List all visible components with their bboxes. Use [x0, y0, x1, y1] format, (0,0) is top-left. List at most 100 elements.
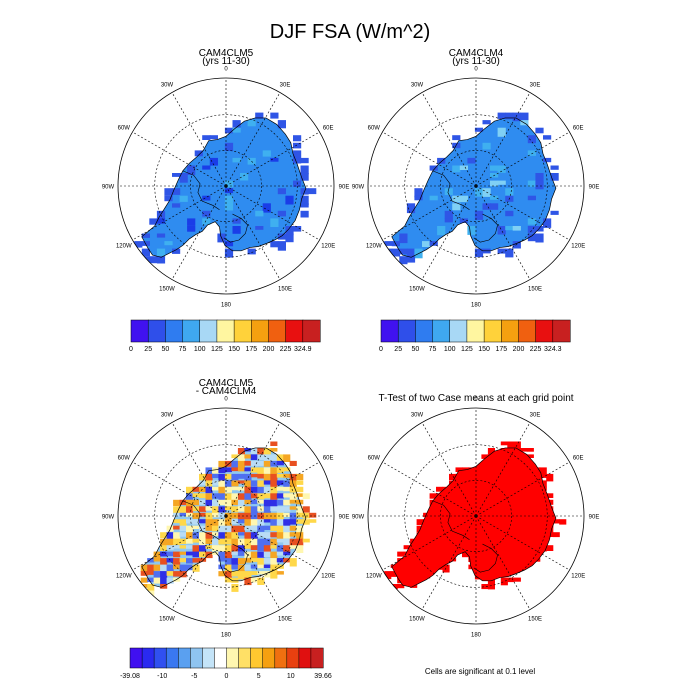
grid-cell [423, 545, 431, 553]
grid-cell [481, 525, 489, 530]
grid-cell [444, 218, 453, 223]
grid-cell [231, 473, 239, 482]
grid-cell [293, 150, 302, 159]
panel-4-title: T-Test of two Case means at each grid po… [378, 393, 573, 404]
grid-cell [468, 467, 476, 474]
grid-cell [300, 157, 309, 164]
grid-cell [482, 188, 491, 197]
grid-cell [520, 506, 528, 514]
ice-shelf-line [182, 500, 220, 541]
longitude-label: 60E [573, 126, 584, 132]
grid-cell [263, 512, 271, 520]
grid-cell [141, 241, 150, 246]
grid-cell [494, 493, 502, 502]
grid-cell [186, 558, 194, 564]
grid-cell [285, 233, 294, 243]
grid-cell [263, 525, 271, 530]
grid-cell [140, 584, 148, 588]
grid-cell [520, 512, 528, 517]
grid-cell [520, 460, 528, 467]
grid-cell [160, 538, 168, 547]
grid-cell [255, 112, 264, 119]
longitude-label: 60W [368, 126, 381, 132]
grid-cell [231, 480, 239, 487]
grid-cell [500, 564, 508, 571]
grid-cell [527, 233, 536, 242]
grid-cell [237, 454, 245, 462]
grid-cell [173, 571, 181, 577]
grid-cell [442, 519, 450, 527]
latitude-circle [190, 480, 262, 552]
grid-cell [186, 499, 194, 507]
grid-cell [237, 538, 245, 546]
meridian-line [475, 185, 531, 280]
grid-cell [468, 512, 476, 520]
grid-cell [497, 180, 506, 185]
grid-cell [507, 519, 515, 528]
grid-cell [429, 532, 437, 539]
grid-cell [429, 493, 437, 499]
grid-cell [533, 545, 541, 552]
grid-cell [224, 538, 232, 545]
grid-cell [231, 467, 239, 472]
grid-cell [276, 551, 284, 556]
grid-cell [423, 525, 431, 534]
graticule [118, 408, 334, 624]
grid-cell [205, 499, 213, 506]
grid-cell [270, 480, 278, 488]
grid-cell [153, 577, 161, 584]
grid-cell [270, 112, 279, 119]
grid-cell [244, 467, 252, 472]
grid-cell [543, 135, 552, 140]
grid-cell [255, 226, 264, 230]
colorbar-tick-label: 10 [287, 673, 295, 680]
grid-cell [212, 512, 220, 518]
meridian-line [171, 185, 227, 280]
grid-cell [474, 506, 482, 515]
grid-cell [257, 577, 265, 585]
colorbar-tick-label: 324.3 [544, 346, 562, 353]
grid-cell [172, 188, 181, 195]
grid-cell [218, 558, 226, 562]
grid-cell [244, 454, 252, 459]
colorbar-tick-label: 0 [129, 346, 133, 353]
meridian-line [171, 422, 227, 517]
grid-cell [500, 506, 508, 513]
grid-cell [507, 558, 515, 565]
grid-cell [276, 532, 284, 540]
grid-cell [166, 545, 174, 550]
colorbar-tick-label: 100 [444, 346, 456, 353]
grid-cell [546, 473, 554, 482]
grid-cell [455, 506, 463, 513]
longitude-label: 0 [224, 67, 228, 73]
grid-cell [403, 558, 411, 566]
grid-cell [494, 525, 502, 534]
grid-cell [205, 506, 213, 511]
grid-cell [487, 480, 495, 486]
grid-cell [546, 512, 554, 518]
colorbar-swatch [518, 319, 537, 343]
grid-cell [250, 506, 258, 515]
grid-cell [494, 460, 502, 466]
colorbar-swatch [274, 647, 288, 669]
grid-cell [500, 493, 508, 498]
grid-cell [444, 210, 453, 219]
grid-cell [422, 241, 431, 247]
grid-cell [192, 538, 200, 543]
grid-cell [289, 545, 297, 549]
grid-cell [487, 473, 495, 480]
colorbar-tick-label: 150 [228, 346, 240, 353]
grid-cell [539, 525, 547, 533]
grid-cell [526, 551, 534, 560]
grid-cell [141, 233, 150, 238]
grid-cell [192, 519, 200, 525]
grid-cell [276, 512, 284, 521]
colorbar-swatch [178, 647, 191, 669]
grid-cell [449, 499, 457, 505]
colorbar-tick-label: 225 [530, 346, 542, 353]
grid-cell [289, 493, 297, 502]
meridian-line [421, 515, 477, 610]
colorbar-swatch [298, 647, 312, 669]
grid-cell [455, 499, 463, 504]
grid-cell [250, 577, 258, 583]
